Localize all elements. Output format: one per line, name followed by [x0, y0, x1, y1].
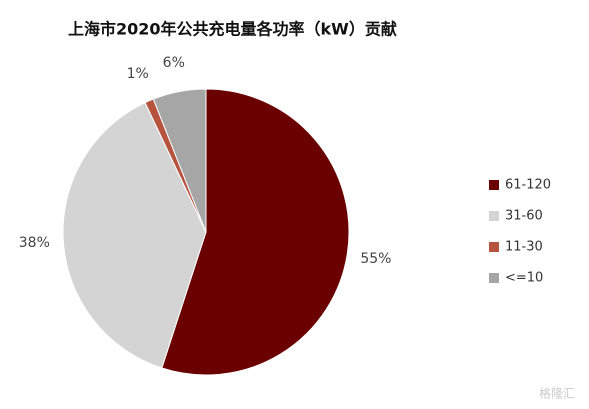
watermark: 格隆汇 — [539, 386, 575, 401]
data-label: 55% — [360, 251, 391, 267]
legend-label: 31-60 — [505, 209, 543, 224]
data-label: 38% — [19, 235, 50, 251]
pie-slice — [161, 88, 350, 376]
data-label: 6% — [163, 55, 185, 71]
legend-label: 61-120 — [505, 178, 551, 193]
legend-label: 11-30 — [505, 240, 543, 255]
legend-swatch — [489, 242, 499, 252]
pie-slice — [62, 101, 207, 369]
legend-swatch — [489, 211, 499, 221]
legend-label: <=10 — [505, 271, 543, 286]
pie-slice — [152, 88, 207, 233]
legend-swatch — [489, 180, 499, 190]
data-label: 1% — [127, 66, 149, 82]
legend-swatch — [489, 273, 499, 283]
chart-title: 上海市2020年公共充电量各功率（kW）贡献 — [68, 20, 397, 39]
